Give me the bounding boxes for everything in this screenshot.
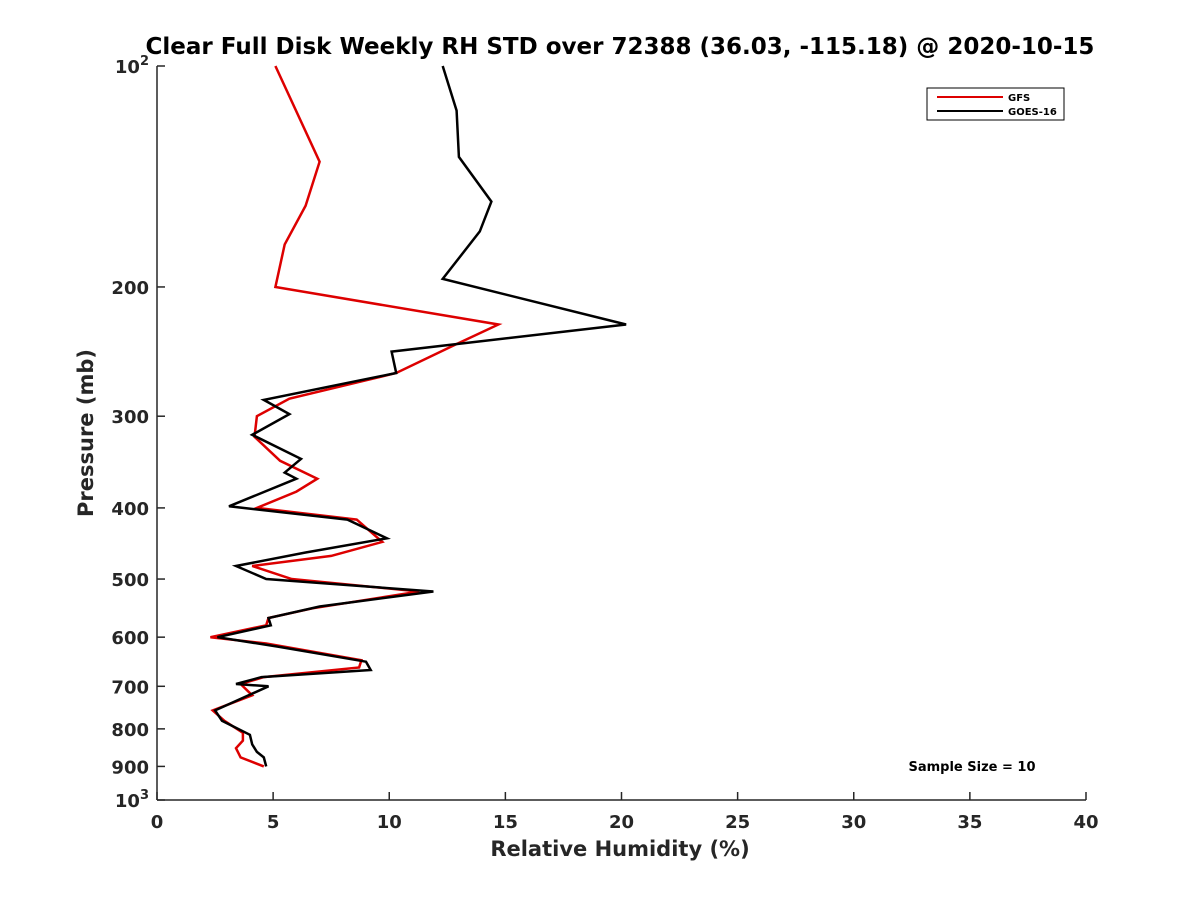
- y-tick-label-exponent: 3: [140, 788, 149, 803]
- x-tick-label: 15: [493, 812, 518, 833]
- chart-title: Clear Full Disk Weekly RH STD over 72388…: [146, 34, 1095, 60]
- legend-label-goes16: GOES-16: [1008, 107, 1057, 118]
- y-tick-label: 500: [111, 570, 149, 591]
- series-layer: [210, 65, 627, 768]
- x-tick-label: 10: [377, 812, 402, 833]
- x-tick-label: 40: [1073, 812, 1098, 833]
- y-tick-label: 900: [111, 757, 149, 778]
- y-tick-label: 800: [111, 720, 149, 741]
- y-tick-label: 102: [115, 54, 149, 78]
- x-tick-label: 35: [957, 812, 982, 833]
- x-axis-label: Relative Humidity (%): [490, 837, 749, 861]
- y-tick-label: 200: [111, 278, 149, 299]
- x-tick-label: 5: [267, 812, 280, 833]
- series-line-goes16: [213, 65, 627, 767]
- y-tick-label: 600: [111, 628, 149, 649]
- y-tick-label: 400: [111, 499, 149, 520]
- x-tick-label: 0: [151, 812, 164, 833]
- x-tick-label: 20: [609, 812, 634, 833]
- legend-box: [926, 87, 1065, 121]
- y-axis-label: Pressure (mb): [74, 349, 98, 517]
- legend: GFS GOES-16: [926, 87, 1065, 121]
- x-axis-ticks: 0 5 10 15 20 25 30 35 40: [151, 792, 1099, 833]
- y-tick-label: 103: [115, 788, 149, 812]
- legend-label-gfs: GFS: [1008, 93, 1030, 104]
- x-tick-label: 30: [841, 812, 866, 833]
- y-tick-label-base: 10: [115, 791, 140, 812]
- y-tick-label: 700: [111, 677, 149, 698]
- sample-size-annotation: Sample Size = 10: [908, 760, 1035, 775]
- x-tick-label: 25: [725, 812, 750, 833]
- y-tick-label: 300: [111, 407, 149, 428]
- y-tick-label-exponent: 2: [140, 54, 149, 69]
- y-tick-label-base: 10: [115, 57, 140, 78]
